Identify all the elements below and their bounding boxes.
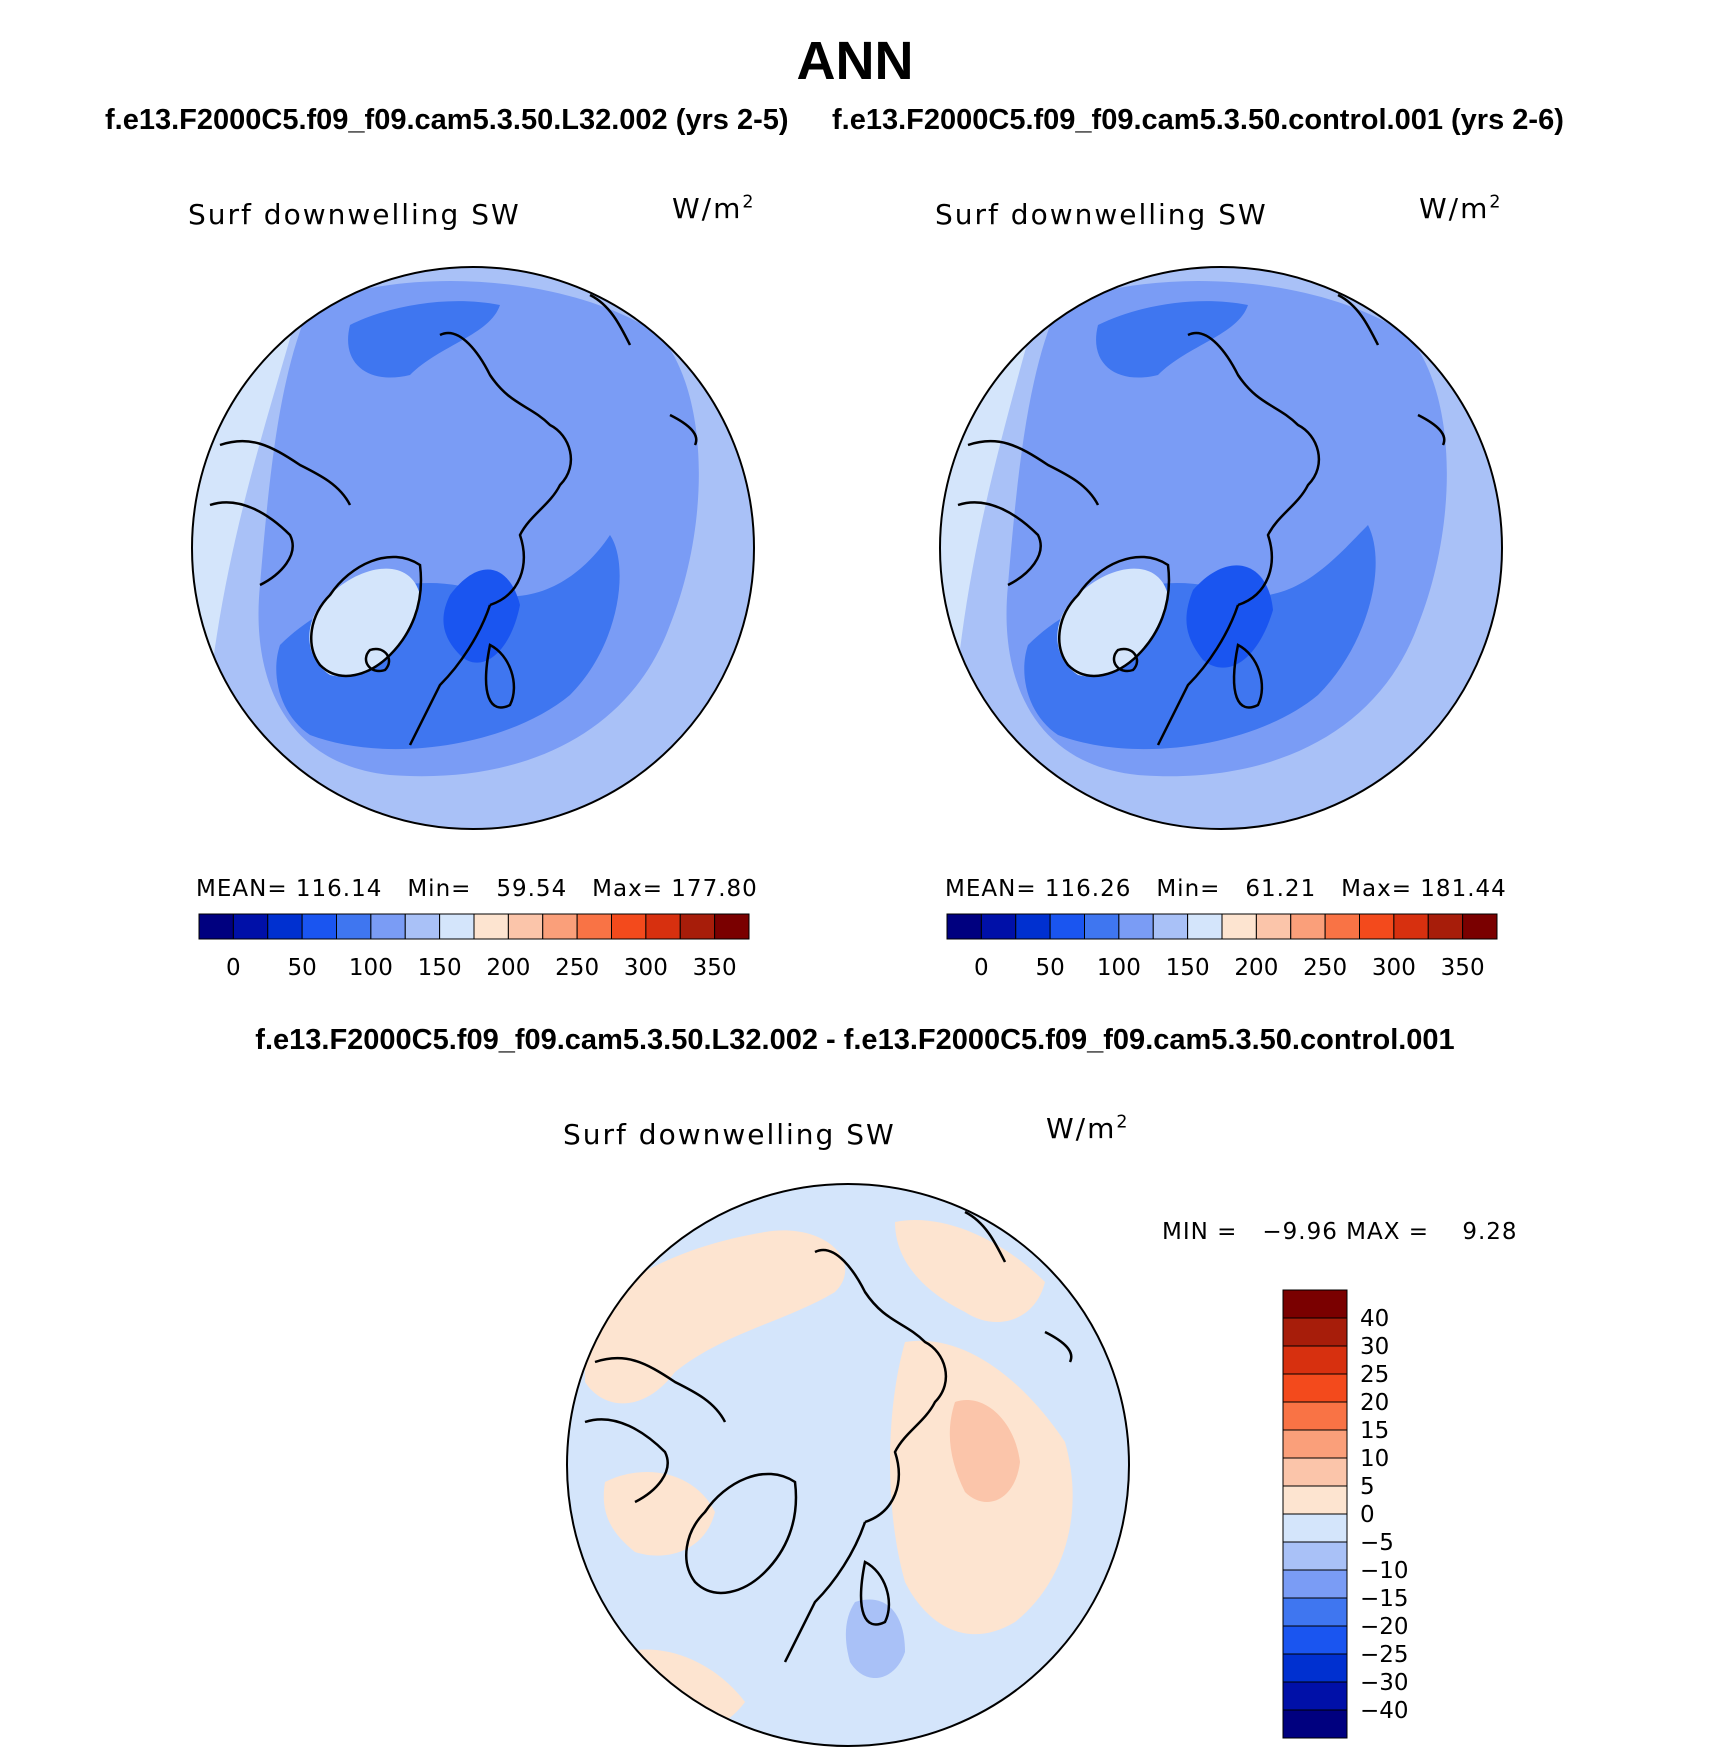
colorbar-swatch bbox=[1152, 913, 1189, 940]
colorbar-swatch bbox=[1282, 1401, 1348, 1431]
panel-1-polar-map bbox=[191, 266, 755, 830]
difference-title: f.e13.F2000C5.f09_f09.cam5.3.50.L32.002 … bbox=[255, 1024, 1455, 1056]
colorbar-swatch bbox=[1282, 1317, 1348, 1347]
colorbar-tick-label: 10 bbox=[1360, 1446, 1389, 1472]
difference-variable: Surf downwelling SW bbox=[563, 1118, 896, 1151]
colorbar-tick-label: 100 bbox=[349, 955, 393, 981]
colorbar-swatch bbox=[336, 913, 372, 940]
colorbar-tick-label: −40 bbox=[1360, 1698, 1409, 1724]
colorbar-swatch bbox=[1282, 1429, 1348, 1459]
difference-polar-map bbox=[566, 1183, 1130, 1747]
colorbar-tick-label: 30 bbox=[1360, 1334, 1389, 1360]
colorbar-swatch bbox=[1282, 1569, 1348, 1599]
colorbar-tick-label: −20 bbox=[1360, 1614, 1409, 1640]
colorbar-tick-label: 50 bbox=[287, 955, 316, 981]
colorbar-tick-label: 100 bbox=[1097, 955, 1141, 981]
panel-2-polar-map bbox=[939, 266, 1503, 830]
colorbar-tick-label: 300 bbox=[1372, 955, 1416, 981]
colorbar-swatch bbox=[1255, 913, 1292, 940]
colorbar-tick-label: 0 bbox=[1360, 1502, 1375, 1528]
colorbar-swatch bbox=[232, 913, 269, 940]
colorbar-swatch bbox=[1282, 1625, 1348, 1655]
colorbar-tick-label: −15 bbox=[1360, 1586, 1409, 1612]
colorbar-tick-label: −5 bbox=[1360, 1530, 1394, 1556]
colorbar-tick-label: −10 bbox=[1360, 1558, 1409, 1584]
colorbar-tick-label: −25 bbox=[1360, 1642, 1409, 1668]
colorbar-swatch bbox=[1118, 913, 1154, 940]
colorbar-tick-label: 150 bbox=[418, 955, 462, 981]
colorbar-swatch bbox=[473, 913, 509, 940]
colorbar-tick-label: 5 bbox=[1360, 1474, 1375, 1500]
difference-stats: MIN = −9.96 MAX = 9.28 bbox=[1162, 1219, 1518, 1245]
colorbar-swatch bbox=[1359, 913, 1395, 940]
difference-units: W/m2 bbox=[1046, 1112, 1130, 1145]
panel-2-variable: Surf downwelling SW bbox=[935, 198, 1268, 231]
colorbar-swatch bbox=[1282, 1373, 1348, 1403]
colorbar-swatch bbox=[370, 913, 406, 940]
colorbar-swatch bbox=[1049, 913, 1085, 940]
colorbar-swatch bbox=[1290, 913, 1326, 940]
colorbar-swatch bbox=[1462, 913, 1498, 940]
colorbar-swatch bbox=[542, 913, 578, 940]
colorbar-tick-label: 200 bbox=[486, 955, 530, 981]
colorbar-tick-label: 0 bbox=[226, 955, 241, 981]
colorbar-swatch bbox=[611, 913, 647, 940]
colorbar-tick-label: 300 bbox=[624, 955, 668, 981]
colorbar-swatch bbox=[1282, 1345, 1348, 1375]
colorbar-swatch bbox=[980, 913, 1017, 940]
colorbar-swatch bbox=[1393, 913, 1429, 940]
colorbar-tick-label: 250 bbox=[1303, 955, 1347, 981]
colorbar-swatch bbox=[1282, 1653, 1348, 1683]
colorbar-tick-label: 15 bbox=[1360, 1418, 1389, 1444]
colorbar-swatch bbox=[507, 913, 544, 940]
colorbar-swatch bbox=[1187, 913, 1223, 940]
colorbar-swatch bbox=[946, 913, 982, 940]
colorbar-swatch bbox=[645, 913, 681, 940]
colorbar-swatch bbox=[301, 913, 337, 940]
panel-2-units: W/m2 bbox=[1419, 192, 1503, 225]
colorbar-swatch bbox=[1282, 1513, 1348, 1543]
panel-2-colorbar: 0 50 100 150 200 250 300 350 bbox=[946, 913, 1498, 981]
colorbar-tick-label: 0 bbox=[974, 955, 989, 981]
panel-1-colorbar: 0 50 100 150 200 250 300 350 bbox=[198, 913, 750, 981]
colorbar-tick-label: 20 bbox=[1360, 1390, 1389, 1416]
panel-2-case-title: f.e13.F2000C5.f09_f09.cam5.3.50.control.… bbox=[832, 104, 1564, 136]
panel-1-units: W/m2 bbox=[672, 192, 756, 225]
colorbar-tick-label: 25 bbox=[1360, 1362, 1389, 1388]
colorbar-swatch bbox=[1221, 913, 1257, 940]
colorbar-swatch bbox=[714, 913, 750, 940]
colorbar-swatch bbox=[1282, 1457, 1348, 1487]
colorbar-tick-label: 150 bbox=[1166, 955, 1210, 981]
colorbar-swatch bbox=[439, 913, 475, 940]
colorbar-swatch bbox=[267, 913, 303, 940]
colorbar-tick-label: 200 bbox=[1234, 955, 1278, 981]
colorbar-swatch bbox=[404, 913, 441, 940]
page-title: ANN bbox=[796, 31, 914, 91]
colorbar-tick-label: 350 bbox=[1441, 955, 1485, 981]
colorbar-swatch bbox=[1015, 913, 1051, 940]
colorbar-swatch bbox=[1427, 913, 1464, 940]
panel-1-stats: MEAN= 116.14 Min= 59.54 Max= 177.80 bbox=[196, 876, 758, 902]
colorbar-swatch bbox=[1282, 1709, 1348, 1739]
colorbar-swatch bbox=[576, 913, 612, 940]
colorbar-swatch bbox=[198, 913, 234, 940]
colorbar-tick-label: −30 bbox=[1360, 1670, 1409, 1696]
colorbar-swatch bbox=[1324, 913, 1360, 940]
colorbar-swatch bbox=[1282, 1681, 1348, 1711]
colorbar-swatch bbox=[1282, 1541, 1348, 1571]
panel-1-case-title: f.e13.F2000C5.f09_f09.cam5.3.50.L32.002 … bbox=[105, 104, 789, 136]
colorbar-swatch bbox=[679, 913, 716, 940]
panel-1-variable: Surf downwelling SW bbox=[188, 198, 521, 231]
colorbar-swatch bbox=[1282, 1485, 1348, 1515]
colorbar-tick-label: 40 bbox=[1360, 1306, 1389, 1332]
colorbar-swatch bbox=[1282, 1289, 1348, 1319]
colorbar-tick-label: 350 bbox=[693, 955, 737, 981]
panel-2-stats: MEAN= 116.26 Min= 61.21 Max= 181.44 bbox=[945, 876, 1507, 902]
colorbar-tick-label: 50 bbox=[1035, 955, 1064, 981]
colorbar-tick-label: 250 bbox=[555, 955, 599, 981]
map-border bbox=[191, 266, 755, 830]
colorbar-swatch bbox=[1084, 913, 1120, 940]
colorbar-swatch bbox=[1282, 1597, 1348, 1627]
